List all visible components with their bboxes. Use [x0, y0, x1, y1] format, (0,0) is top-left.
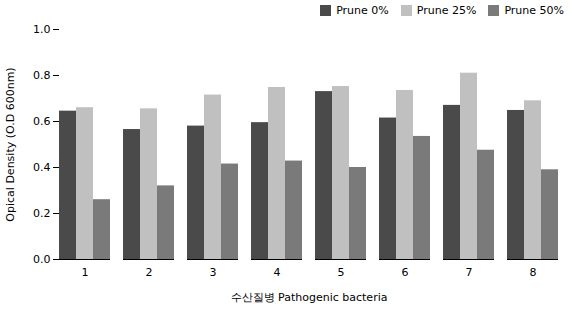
- svg-text:0.6: 0.6: [33, 115, 51, 128]
- svg-text:0.4: 0.4: [33, 161, 51, 174]
- svg-text:6: 6: [402, 266, 409, 279]
- html-text:Prune 0%: Prune 0%: [336, 4, 389, 17]
- svg-text:1: 1: [82, 266, 89, 279]
- svg-text:0.0: 0.0: [33, 253, 51, 266]
- svg-text:0.2: 0.2: [33, 207, 51, 220]
- svg-text:3: 3: [210, 266, 217, 279]
- svg-text:1.0: 1.0: [33, 23, 51, 36]
- svg-text:5: 5: [338, 266, 345, 279]
- svg-text:8: 8: [530, 266, 537, 279]
- html-text:Prune 50%: Prune 50%: [504, 4, 564, 17]
- svg-text:Opical Density (O.D 600nm): Opical Density (O.D 600nm): [4, 67, 17, 221]
- svg-text:7: 7: [466, 266, 473, 279]
- svg-text:4: 4: [274, 266, 281, 279]
- svg-text:2: 2: [146, 266, 153, 279]
- html-text:Prune 25%: Prune 25%: [416, 4, 477, 17]
- svg-text:0.8: 0.8: [33, 69, 51, 82]
- svg-text:수산질병 Pathogenic bacteria: 수산질병 Pathogenic bacteria: [231, 291, 388, 304]
